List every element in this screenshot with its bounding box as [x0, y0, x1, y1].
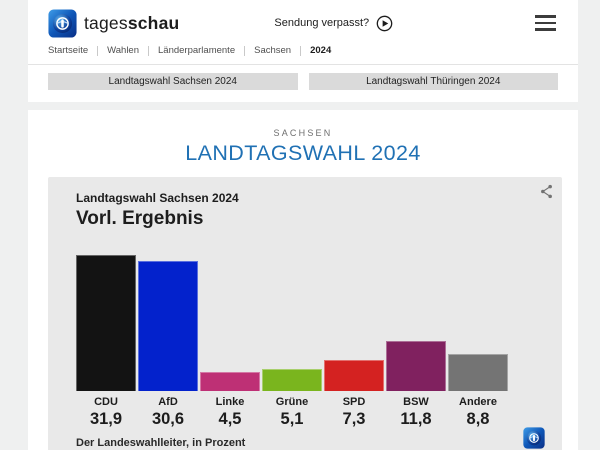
bar-group-bsw: BSW 11,8 [386, 254, 446, 429]
bar-group-linke: Linke 4,5 [200, 254, 260, 429]
breadcrumb-item-2024[interactable]: 2024 [310, 45, 332, 56]
bar-group-gruene: Grüne 5,1 [262, 254, 322, 429]
bar-andere [448, 354, 508, 391]
kicker: SACHSEN [273, 128, 333, 138]
breadcrumb-item-laenderparlamente[interactable]: Länderparlamente [158, 45, 236, 56]
site-header: tagesschau Sendung verpasst? Startseite … [28, 0, 578, 102]
party-label: Grüne [275, 396, 309, 408]
breadcrumb-item-sachsen[interactable]: Sachsen [254, 45, 292, 56]
bar-group-cdu: CDU 31,9 [76, 254, 136, 429]
bar-bsw [386, 341, 446, 391]
breadcrumb-separator [148, 45, 149, 56]
party-label: SPD [342, 396, 366, 408]
bar-group-spd: SPD 7,3 [324, 254, 384, 429]
value-label: 5,1 [280, 410, 304, 428]
tagesschau-mini-logo-icon [522, 427, 546, 449]
party-label: AfD [158, 396, 178, 408]
chart-subtitle: Vorl. Ergebnis [76, 208, 204, 229]
value-label: 31,9 [89, 410, 123, 428]
party-label: Linke [215, 396, 245, 408]
bar-gruene [262, 369, 322, 391]
bar-group-andere: Andere 8,8 [448, 254, 508, 429]
chart-source: Der Landeswahlleiter, in Prozent [76, 437, 246, 449]
value-label: 7,3 [342, 410, 366, 428]
party-label: Andere [459, 396, 497, 408]
bar-linke [200, 372, 260, 391]
bar-cdu [76, 255, 136, 391]
tab-landtagswahl-sachsen[interactable]: Landtagswahl Sachsen 2024 [48, 73, 298, 90]
main-content: SACHSEN LANDTAGSWAHL 2024 Landtagswahl S… [28, 110, 578, 450]
share-icon[interactable] [540, 184, 553, 204]
breadcrumb-item-startseite[interactable]: Startseite [48, 45, 89, 56]
menu-icon[interactable] [533, 9, 558, 37]
tab-landtagswahl-thueringen[interactable]: Landtagswahl Thüringen 2024 [308, 73, 558, 90]
result-chart-panel: Landtagswahl Sachsen 2024 Vorl. Ergebnis… [48, 177, 562, 450]
value-label: 4,5 [218, 410, 242, 428]
value-label: 11,8 [400, 410, 432, 428]
bar-group-afd: AfD 30,6 [138, 254, 198, 429]
bar-chart: CDU 31,9 AfD 30,6 Linke 4,5 Grüne 5,1 [76, 254, 534, 429]
breadcrumb-item-wahlen[interactable]: Wahlen [107, 45, 139, 56]
page-title: LANDTAGSWAHL 2024 [185, 141, 421, 165]
breadcrumb-separator [97, 45, 99, 56]
value-label: 8,8 [466, 410, 490, 428]
bar-afd [138, 261, 198, 391]
brand-wordmark[interactable]: tagesschau [84, 13, 179, 34]
party-label: BSW [403, 396, 429, 408]
party-label: CDU [94, 396, 118, 408]
value-label: 30,6 [151, 410, 185, 428]
election-tabs: Landtagswahl Sachsen 2024 Landtagswahl T… [28, 65, 578, 102]
breadcrumb-separator [300, 45, 302, 56]
chart-title: Landtagswahl Sachsen 2024 [76, 191, 239, 205]
page-column: tagesschau Sendung verpasst? Startseite … [28, 0, 578, 450]
breadcrumb: Startseite Wahlen Länderparlamente Sachs… [28, 40, 578, 65]
bar-spd [324, 360, 384, 391]
brand-bold: schau [127, 12, 180, 33]
brand-regular: tages [84, 12, 128, 33]
play-icon[interactable] [376, 15, 393, 32]
topbar: tagesschau Sendung verpasst? [28, 0, 578, 40]
sendung-verpasst-link[interactable]: Sendung verpasst? [274, 15, 393, 32]
sendung-verpasst-label: Sendung verpasst? [274, 17, 370, 29]
breadcrumb-separator [244, 45, 246, 56]
tagesschau-logo-icon[interactable] [48, 8, 77, 38]
